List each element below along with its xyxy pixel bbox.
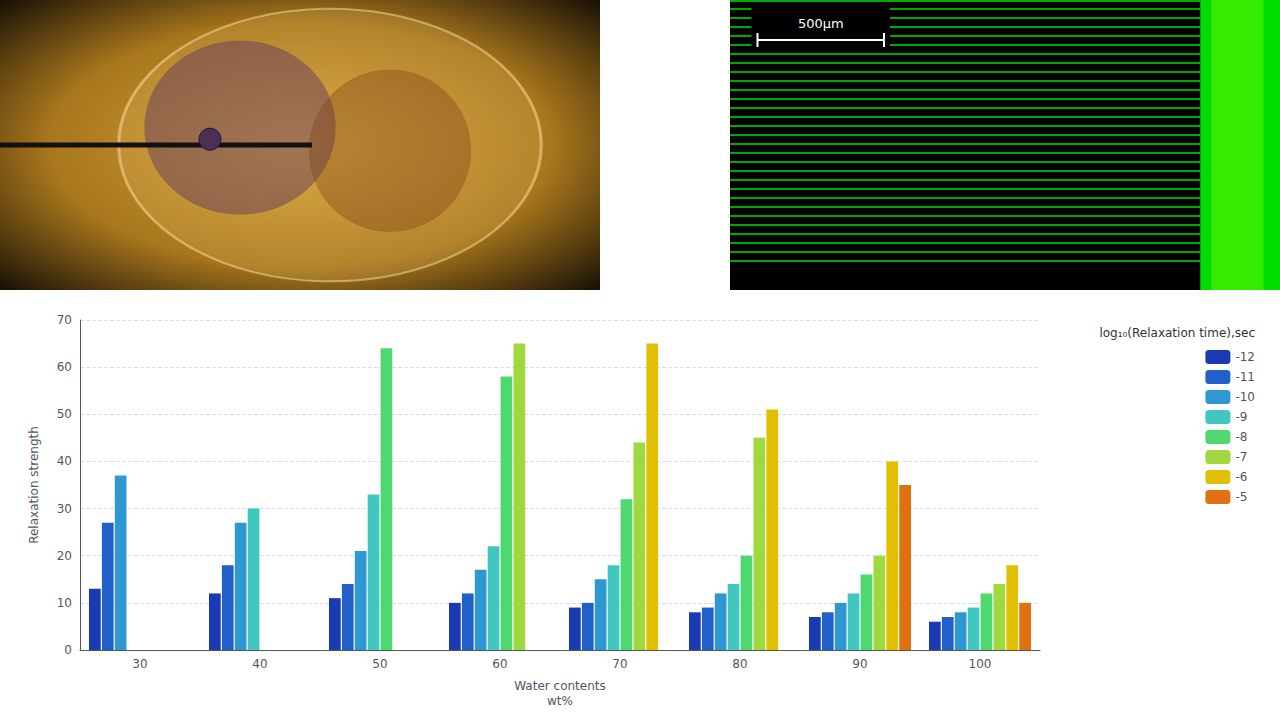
svg-text:10: 10 bbox=[57, 596, 72, 610]
svg-text:20: 20 bbox=[57, 549, 72, 563]
svg-text:40: 40 bbox=[57, 454, 72, 468]
svg-text:-9: -9 bbox=[1235, 410, 1247, 424]
svg-text:log₁₀(Relaxation time),sec: log₁₀(Relaxation time),sec bbox=[1099, 326, 1255, 340]
svg-text:0: 0 bbox=[64, 643, 72, 657]
svg-text:-5: -5 bbox=[1235, 490, 1247, 504]
svg-text:70: 70 bbox=[612, 657, 627, 671]
svg-text:30: 30 bbox=[57, 502, 72, 516]
svg-text:-6: -6 bbox=[1235, 470, 1247, 484]
svg-text:wt%: wt% bbox=[547, 694, 573, 708]
svg-text:50: 50 bbox=[372, 657, 387, 671]
svg-text:-10: -10 bbox=[1235, 390, 1255, 404]
svg-text:500μm: 500μm bbox=[798, 16, 844, 31]
svg-text:-7: -7 bbox=[1235, 450, 1247, 464]
svg-text:50: 50 bbox=[57, 407, 72, 421]
svg-text:60: 60 bbox=[57, 360, 72, 374]
svg-text:Relaxation strength: Relaxation strength bbox=[27, 426, 41, 544]
svg-text:40: 40 bbox=[252, 657, 267, 671]
svg-text:100: 100 bbox=[969, 657, 992, 671]
svg-text:-11: -11 bbox=[1235, 370, 1255, 384]
svg-text:90: 90 bbox=[852, 657, 867, 671]
svg-text:80: 80 bbox=[732, 657, 747, 671]
svg-text:-8: -8 bbox=[1235, 430, 1247, 444]
svg-text:Water contents: Water contents bbox=[514, 679, 605, 693]
svg-text:60: 60 bbox=[492, 657, 507, 671]
svg-text:70: 70 bbox=[57, 313, 72, 327]
svg-text:30: 30 bbox=[132, 657, 147, 671]
svg-text:-12: -12 bbox=[1235, 350, 1255, 364]
